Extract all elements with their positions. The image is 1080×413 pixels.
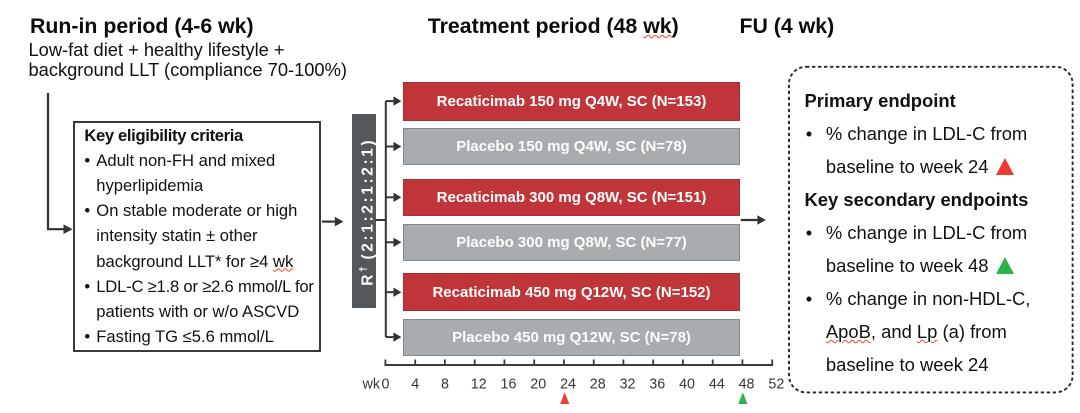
svg-text:24: 24 xyxy=(560,376,576,392)
svg-text:0: 0 xyxy=(382,376,390,392)
svg-text:12: 12 xyxy=(471,376,487,392)
svg-text:48: 48 xyxy=(739,376,755,392)
svg-text:wk: wk xyxy=(362,376,381,392)
svg-text:40: 40 xyxy=(679,376,695,392)
svg-text:44: 44 xyxy=(709,376,725,392)
svg-text:4: 4 xyxy=(411,376,419,392)
svg-text:20: 20 xyxy=(530,376,546,392)
svg-text:36: 36 xyxy=(649,376,665,392)
svg-text:32: 32 xyxy=(620,376,636,392)
svg-text:52: 52 xyxy=(768,376,784,392)
svg-text:8: 8 xyxy=(441,376,449,392)
svg-text:16: 16 xyxy=(501,376,517,392)
svg-text:28: 28 xyxy=(590,376,606,392)
